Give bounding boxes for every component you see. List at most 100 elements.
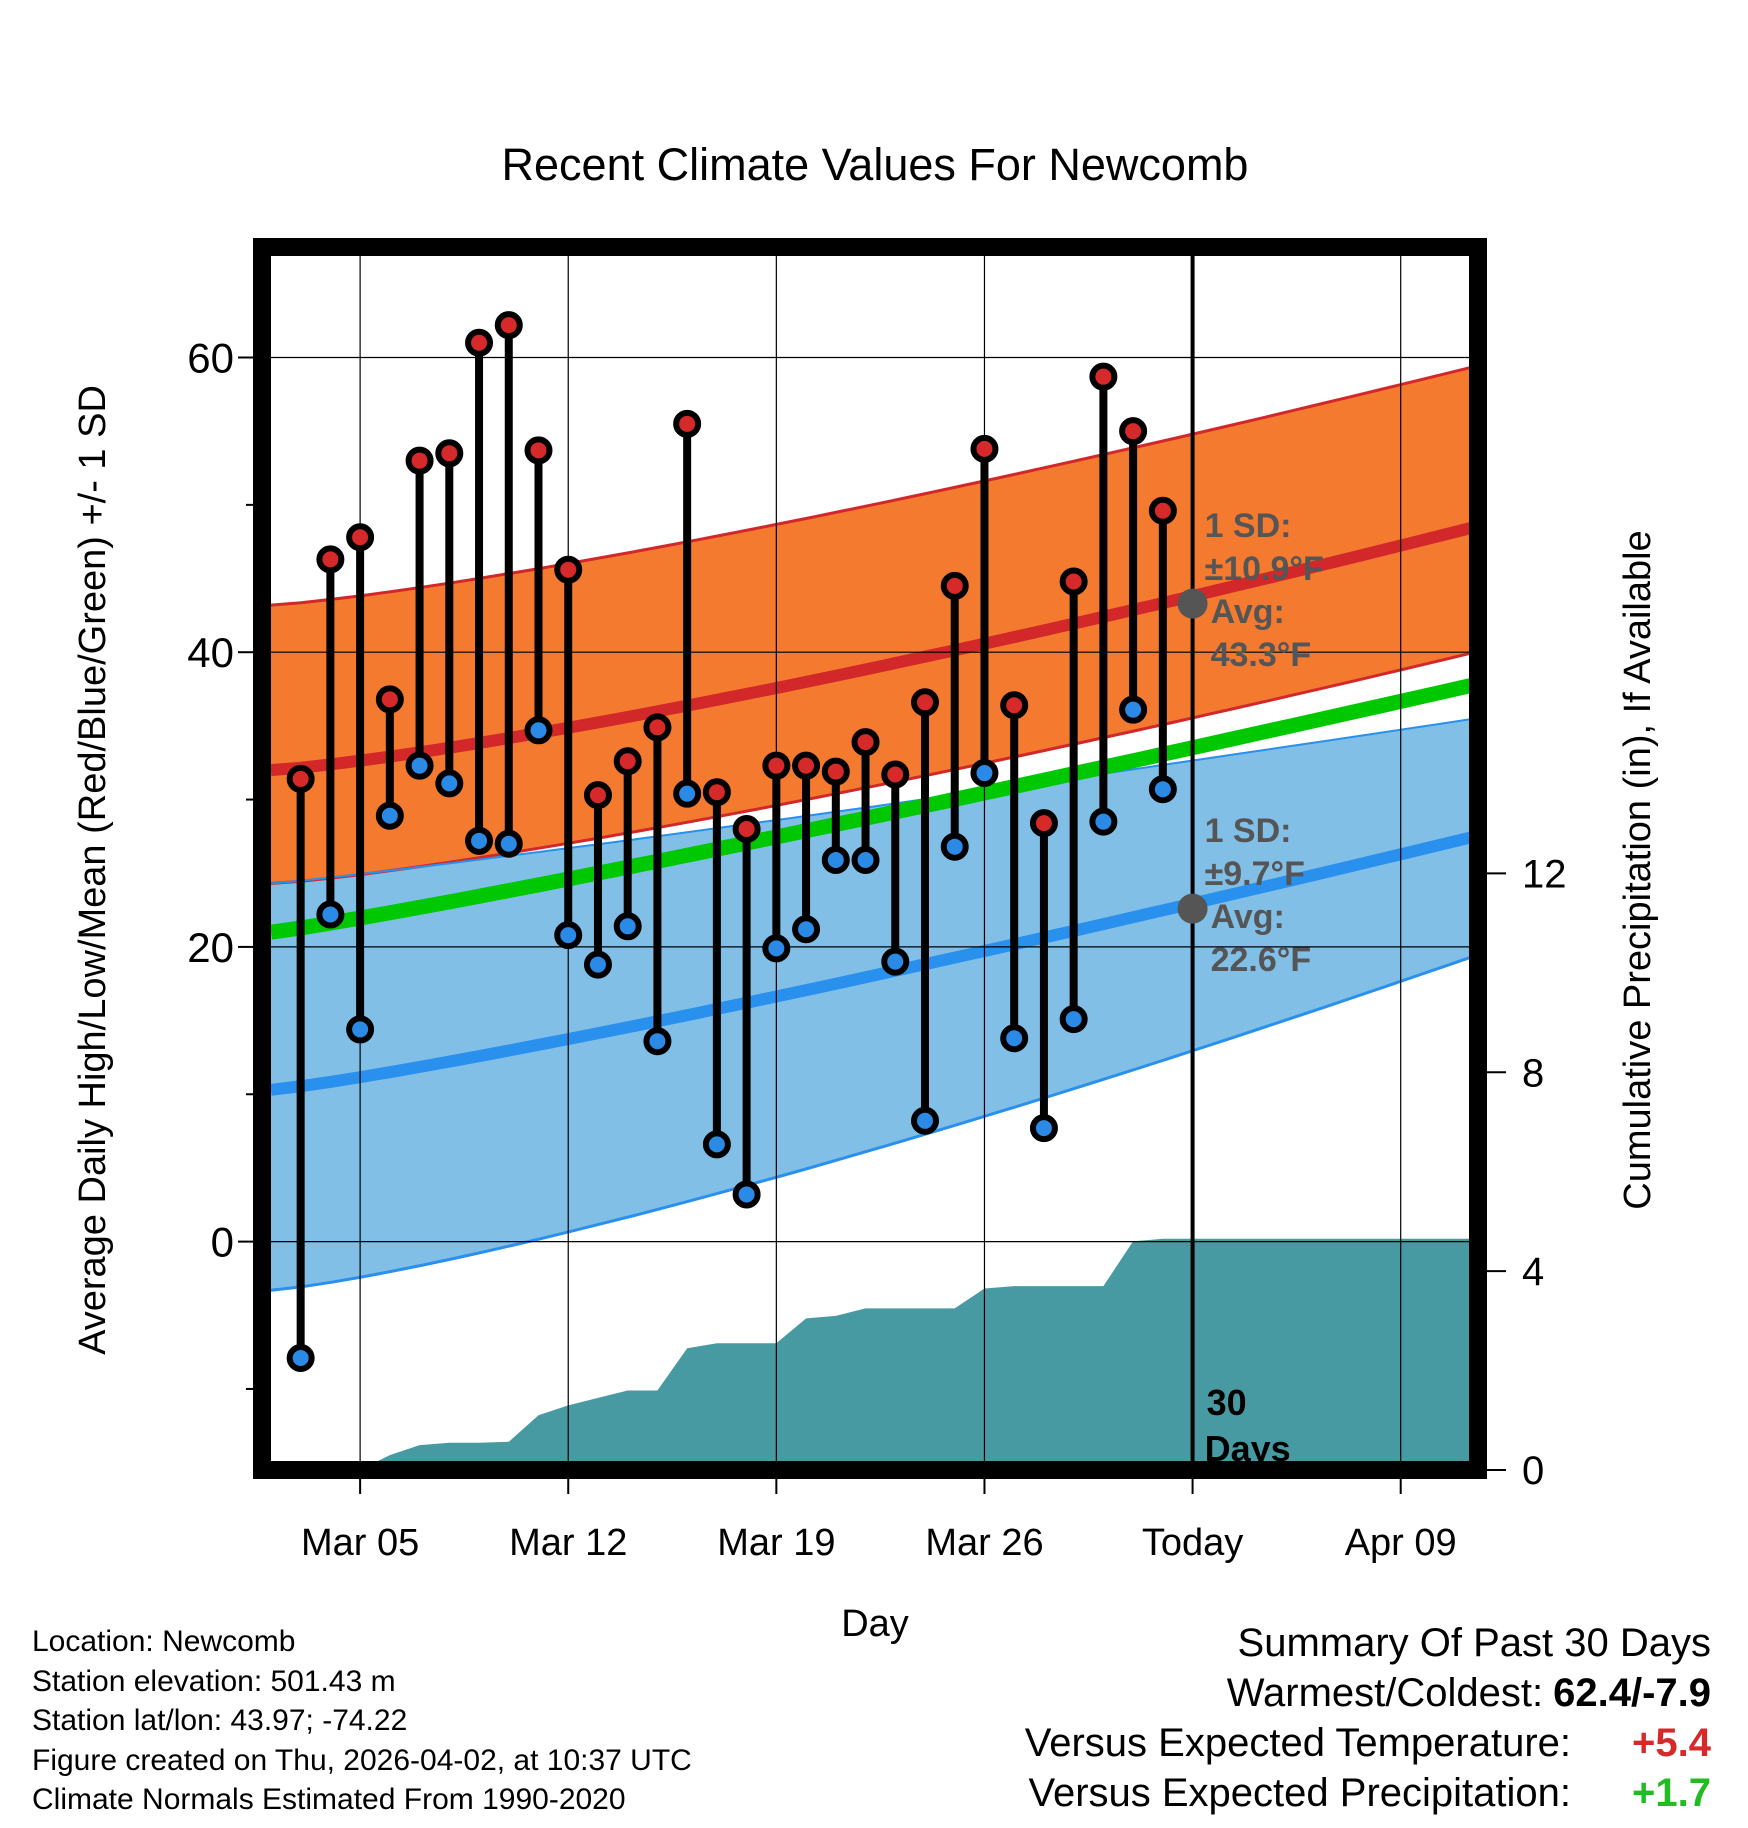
y-right-tick-label: 4	[1522, 1250, 1544, 1294]
summary-temperature: Versus Expected Temperature: +5.4	[1025, 1718, 1711, 1768]
daily-high-point	[375, 685, 404, 714]
y-right-tick-label: 12	[1522, 852, 1567, 896]
daily-high-point	[1059, 567, 1088, 596]
daily-high-point	[583, 781, 612, 810]
daily-high-point	[881, 760, 910, 789]
summary-precipitation: Versus Expected Precipitation: +1.7	[1025, 1768, 1711, 1818]
daily-high-point	[494, 311, 523, 340]
daily-high-point	[435, 439, 464, 468]
low-normal-annotation: 1 SD: ±9.7°F Avg: 22.6°F	[1205, 812, 1312, 979]
y-right-tick-label: 8	[1522, 1051, 1544, 1095]
daily-high-point	[316, 545, 345, 574]
today-high-normal-marker	[1177, 588, 1208, 619]
daily-low-point	[1119, 695, 1148, 724]
high-normal-annotation-line: 43.3°F	[1211, 636, 1312, 674]
temperature-label: Versus Expected Temperature:	[1024, 1721, 1571, 1765]
daily-low-point	[583, 950, 612, 979]
high-normal-annotation-line: ±10.9°F	[1205, 550, 1324, 588]
plot-frame	[253, 238, 1487, 1479]
daily-low-point	[702, 1130, 731, 1159]
daily-low-point	[613, 912, 642, 941]
daily-high-point	[970, 434, 999, 463]
daily-low-point	[792, 915, 821, 944]
normal-mean-line	[269, 677, 1477, 940]
y-axis-label-right: Cumulative Precipitation (in), If Availa…	[1617, 530, 1659, 1209]
precipitation-label: Versus Expected Precipitation:	[1028, 1771, 1571, 1815]
today-low-normal-marker	[1177, 893, 1208, 924]
days-label-line: 30	[1207, 1382, 1247, 1423]
daily-low-point	[465, 826, 494, 855]
daily-low-point	[554, 921, 583, 950]
x-tick-label: Mar 19	[717, 1522, 835, 1564]
latlon-text: Station lat/lon: 43.97; -74.22	[32, 1704, 408, 1737]
daily-low-point	[970, 759, 999, 788]
precip-area	[270, 1238, 1475, 1470]
low-lower-line	[270, 954, 1476, 1292]
station-info: Location: Newcomb Station elevation: 501…	[32, 1622, 692, 1820]
daily-high-point	[286, 764, 315, 793]
daily-low-point	[673, 779, 702, 808]
daily-high-point	[346, 523, 375, 552]
low-normal-annotation-line: ±9.7°F	[1205, 855, 1305, 893]
daily-high-point	[1119, 417, 1148, 446]
daily-high-point	[643, 713, 672, 742]
chart-title: Recent Climate Values For Newcomb	[502, 139, 1249, 190]
temperature-value: +5.4	[1632, 1721, 1711, 1765]
daily-low-point	[940, 832, 969, 861]
plot-clip-group	[262, 247, 1478, 1470]
daily-low-point	[1029, 1114, 1058, 1143]
daily-high-point	[554, 555, 583, 584]
warmest-coldest-value: 62.4/-7.9	[1553, 1671, 1711, 1715]
daily-high-point	[1000, 691, 1029, 720]
elevation-text: Station elevation: 501.43 m	[32, 1664, 396, 1698]
daily-high-point	[940, 571, 969, 600]
daily-low-point	[405, 751, 434, 780]
low-normal-annotation-line: 22.6°F	[1211, 941, 1312, 979]
y-left-tick-label: 20	[187, 924, 234, 971]
summary-warmest-coldest: Warmest/Coldest: 62.4/-7.9	[1025, 1668, 1711, 1718]
daily-high-point	[465, 328, 494, 357]
x-tick-label: Mar 12	[509, 1522, 627, 1564]
location-text: Location: Newcomb	[32, 1625, 296, 1658]
high-normal-annotation-line: 1 SD:	[1205, 507, 1292, 545]
created-text: Figure created on Thu, 2026-04-02, at 10…	[32, 1743, 692, 1777]
daily-low-point	[851, 845, 880, 874]
x-tick-label: Apr 09	[1345, 1522, 1457, 1564]
low-normal-annotation-line: 1 SD:	[1205, 812, 1292, 850]
daily-high-point	[702, 778, 731, 807]
x-tick-label: Mar 05	[301, 1522, 419, 1564]
daily-low-point	[316, 900, 345, 929]
high-lower-line	[270, 650, 1476, 885]
daily-low-point	[821, 845, 850, 874]
daily-high-point	[405, 446, 434, 475]
normals-text: Climate Normals Estimated From 1990-2020	[32, 1783, 626, 1816]
daily-low-point	[375, 801, 404, 830]
summary-panel: Summary Of Past 30 Days Warmest/Coldest:…	[1025, 1618, 1711, 1818]
daily-high-point	[911, 688, 940, 717]
normal-high-line	[270, 521, 1477, 777]
daily-high-point	[1089, 362, 1118, 391]
daily-high-point	[732, 815, 761, 844]
plot-area: 1 SD: ±10.9°F Avg: 43.3°F 1 SD: ±9.7°F Avg: 22.…	[262, 247, 1478, 1470]
daily-low-point	[911, 1106, 940, 1135]
daily-high-point	[762, 751, 791, 780]
x-axis-label: Day	[841, 1603, 909, 1645]
daily-low-point	[732, 1180, 761, 1209]
x-tick-label: Today	[1142, 1522, 1243, 1564]
daily-high-point	[673, 409, 702, 438]
low-upper-line	[270, 717, 1476, 885]
daily-low-point	[1148, 775, 1177, 804]
daily-low-point	[1059, 1005, 1088, 1034]
daily-high-point	[1148, 496, 1177, 525]
y-left-tick-label: 60	[187, 335, 234, 382]
warmest-coldest-label: Warmest/Coldest:	[1226, 1671, 1544, 1715]
daily-low-point	[494, 829, 523, 858]
x-tick-label: Mar 26	[925, 1522, 1043, 1564]
axes: 0 20 40 60 0 4 8 12 Mar 05 Mar 12 Mar 19 Mar 26 Toda…	[187, 238, 1567, 1564]
daily-low-point	[524, 716, 553, 745]
daily-low-point	[435, 769, 464, 798]
daily-high-point	[821, 757, 850, 786]
daily-low-point	[762, 934, 791, 963]
daily-low-point	[1089, 807, 1118, 836]
